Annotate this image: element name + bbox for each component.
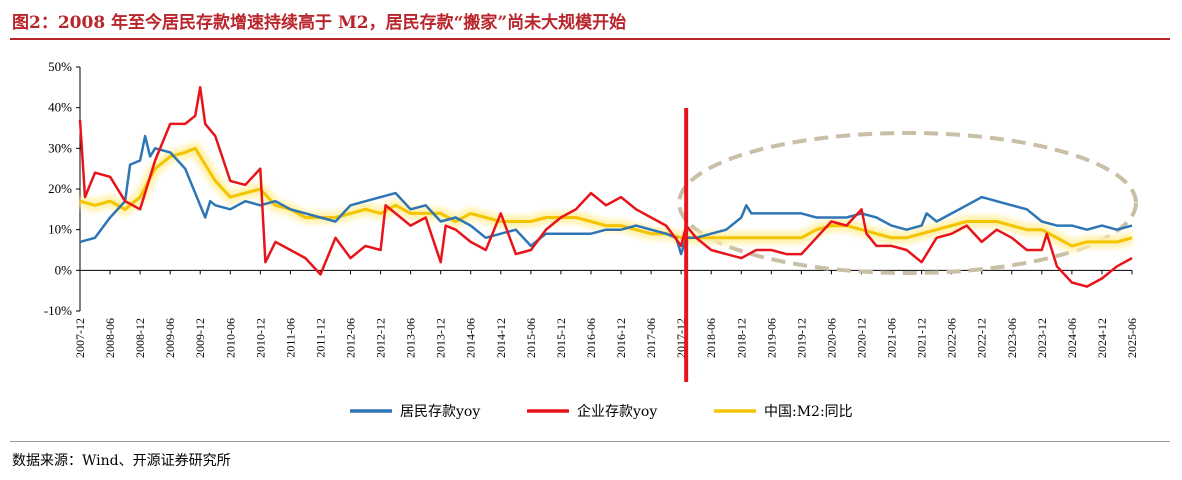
legend-label-m2: 中国:M2:同比 (764, 404, 853, 420)
y-tick-label: 20% (48, 181, 72, 196)
x-tick-label: 2021-12 (915, 318, 929, 358)
x-tick-label: 2020-06 (824, 318, 838, 358)
x-tick-label: 2022-06 (945, 318, 959, 358)
x-tick-label: 2011-06 (283, 318, 297, 358)
y-tick-label: 50% (48, 59, 72, 74)
x-tick-label: 2010-06 (223, 318, 237, 358)
x-tick-label: 2010-12 (253, 318, 267, 358)
y-tick-label: 10% (48, 222, 72, 237)
title-divider (10, 38, 1170, 40)
highlight-ellipse-layer (677, 131, 1138, 275)
x-tick-label: 2019-06 (764, 318, 778, 358)
series-line-m2 (79, 146, 1133, 248)
x-tick-label: 2014-06 (464, 318, 478, 358)
series-m2-glow (78, 142, 1134, 252)
chart-svg: -10% 0% 10% 20% 30% 40% 50% 2007-12 2008-06 2008-… (44, 59, 1139, 420)
x-tick-label: 2018-12 (734, 318, 748, 358)
x-tick-label: 2008-12 (133, 318, 147, 358)
y-tick-label: 0% (55, 262, 73, 277)
legend-label-corporate: 企业存款yoy (577, 403, 657, 420)
source-note: 数据来源：Wind、开源证券研究所 (12, 453, 231, 469)
x-tick-label: 2013-06 (404, 318, 418, 358)
x-tick-label: 2008-06 (103, 318, 117, 358)
series-layer (78, 86, 1134, 288)
x-tick-label: 2013-12 (434, 318, 448, 358)
x-tick-label: 2025-06 (1125, 318, 1139, 358)
x-tick-label: 2015-06 (524, 318, 538, 358)
y-tick-label: 40% (48, 100, 72, 115)
x-tick-label: 2017-06 (644, 318, 658, 358)
y-tick-label: 30% (48, 140, 72, 155)
x-tick-label: 2009-12 (193, 318, 207, 358)
x-tick-label: 2012-06 (344, 318, 358, 358)
series-line-household (79, 134, 1133, 256)
x-tick-label: 2009-06 (163, 318, 177, 358)
x-tick-label: 2020-12 (854, 318, 868, 358)
y-tick-label: -10% (44, 303, 72, 318)
x-tick-label: 2018-06 (704, 318, 718, 358)
legend: 居民存款yoy 企业存款yoy 中国:M2:同比 (350, 403, 853, 420)
highlight-ellipse (677, 131, 1138, 275)
x-tick-label: 2015-12 (554, 318, 568, 358)
x-tick-label: 2023-06 (1005, 318, 1019, 358)
x-tick-label: 2007-12 (73, 318, 87, 358)
x-tick-label: 2021-06 (885, 318, 899, 358)
x-tick-label: 2023-12 (1035, 318, 1049, 358)
series-line-corporate (78, 86, 1133, 288)
x-tick-label: 2022-12 (975, 318, 989, 358)
x-tick-label: 2024-12 (1095, 318, 1109, 358)
x-tick-label: 2011-12 (313, 318, 327, 358)
x-tick-label: 2014-12 (494, 318, 508, 358)
x-tick-label: 2019-12 (794, 318, 808, 358)
legend-label-household: 居民存款yoy (400, 404, 480, 420)
x-tick-label: 2016-12 (614, 318, 628, 358)
x-tick-label: 2016-06 (584, 318, 598, 358)
figure-title: 图2：2008 年至今居民存款增速持续高于 M2，居民存款“搬家”尚未大规模开始 (12, 13, 627, 33)
x-tick-label: 2024-06 (1065, 318, 1079, 358)
footer-divider (10, 441, 1170, 442)
chart-axes: -10% 0% 10% 20% 30% 40% 50% 2007-12 2008-06 2008-… (44, 59, 1139, 358)
x-tick-label: 2012-12 (374, 318, 388, 358)
